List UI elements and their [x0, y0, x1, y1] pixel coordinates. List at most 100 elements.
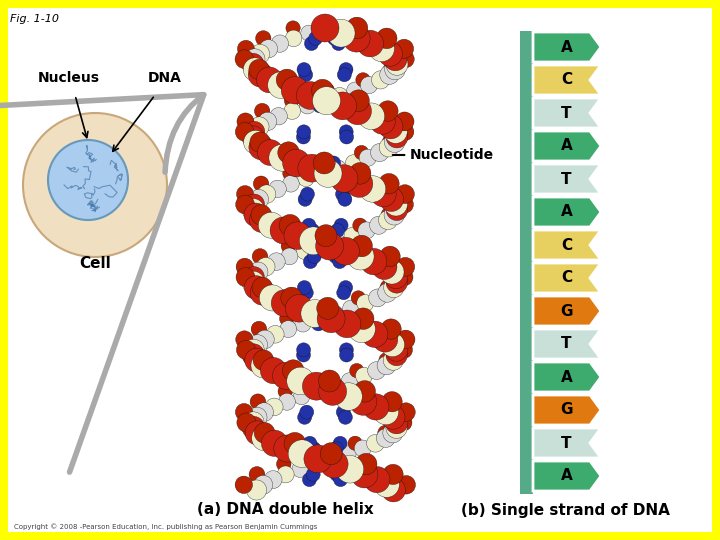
- Circle shape: [301, 25, 317, 41]
- Polygon shape: [533, 296, 601, 326]
- Circle shape: [396, 269, 413, 286]
- Circle shape: [255, 403, 274, 422]
- Circle shape: [396, 196, 413, 213]
- Text: T: T: [562, 172, 572, 186]
- Circle shape: [297, 63, 311, 77]
- Circle shape: [313, 152, 336, 174]
- Circle shape: [316, 312, 330, 326]
- Circle shape: [279, 214, 301, 236]
- Circle shape: [311, 317, 325, 331]
- Circle shape: [297, 410, 312, 424]
- Circle shape: [320, 443, 342, 464]
- Circle shape: [280, 321, 297, 338]
- Circle shape: [334, 218, 348, 232]
- Circle shape: [244, 122, 265, 142]
- Circle shape: [338, 281, 353, 294]
- Circle shape: [383, 62, 399, 77]
- Circle shape: [278, 384, 292, 399]
- Circle shape: [333, 472, 348, 487]
- Circle shape: [366, 434, 384, 452]
- Circle shape: [300, 405, 314, 419]
- Circle shape: [236, 258, 253, 275]
- Circle shape: [357, 30, 384, 57]
- Circle shape: [288, 440, 316, 468]
- Circle shape: [251, 353, 276, 378]
- Circle shape: [264, 471, 282, 489]
- Text: Cell: Cell: [79, 256, 111, 271]
- Circle shape: [382, 478, 405, 502]
- Text: (b) Single strand of DNA: (b) Single strand of DNA: [461, 503, 670, 517]
- Circle shape: [309, 31, 323, 45]
- Circle shape: [307, 442, 320, 455]
- Circle shape: [356, 453, 377, 475]
- Circle shape: [250, 44, 269, 64]
- Circle shape: [238, 40, 254, 57]
- Circle shape: [397, 123, 414, 140]
- Circle shape: [330, 224, 344, 238]
- Circle shape: [356, 367, 372, 384]
- Circle shape: [395, 414, 412, 431]
- Polygon shape: [533, 98, 601, 128]
- Circle shape: [242, 271, 264, 294]
- Polygon shape: [533, 461, 601, 491]
- Circle shape: [298, 171, 314, 187]
- Circle shape: [320, 83, 335, 97]
- Text: Fig. 1-10: Fig. 1-10: [10, 14, 59, 24]
- Text: Copyright © 2008 -Pearson Education, Inc. publishing as Pearson Benjamin Cumming: Copyright © 2008 -Pearson Education, Inc…: [14, 523, 318, 530]
- Circle shape: [256, 67, 282, 93]
- Circle shape: [302, 218, 316, 232]
- Circle shape: [256, 330, 274, 349]
- Polygon shape: [533, 164, 601, 194]
- Circle shape: [298, 192, 312, 206]
- Circle shape: [346, 155, 362, 171]
- Circle shape: [310, 156, 323, 170]
- Circle shape: [299, 68, 312, 82]
- Circle shape: [333, 254, 346, 268]
- Circle shape: [302, 372, 330, 400]
- Circle shape: [378, 426, 393, 441]
- Circle shape: [317, 20, 333, 36]
- Text: T: T: [562, 105, 572, 120]
- Circle shape: [243, 339, 264, 361]
- Circle shape: [297, 348, 310, 362]
- Circle shape: [377, 28, 397, 49]
- Text: A: A: [561, 469, 572, 483]
- Circle shape: [347, 243, 374, 270]
- Circle shape: [340, 130, 354, 144]
- Circle shape: [276, 457, 291, 471]
- Circle shape: [325, 378, 342, 394]
- Circle shape: [368, 362, 385, 380]
- Circle shape: [253, 475, 273, 494]
- Circle shape: [243, 194, 264, 215]
- Circle shape: [314, 159, 342, 187]
- Circle shape: [330, 160, 346, 176]
- Circle shape: [285, 30, 302, 46]
- Circle shape: [381, 319, 401, 339]
- Circle shape: [317, 298, 338, 319]
- Circle shape: [315, 301, 329, 315]
- Circle shape: [249, 135, 274, 160]
- Circle shape: [341, 373, 358, 389]
- Circle shape: [279, 393, 295, 410]
- Circle shape: [372, 71, 390, 89]
- Circle shape: [246, 421, 269, 445]
- Circle shape: [305, 37, 318, 51]
- Circle shape: [287, 367, 315, 395]
- Circle shape: [308, 456, 324, 472]
- Circle shape: [348, 436, 362, 450]
- Circle shape: [333, 310, 361, 338]
- Circle shape: [379, 187, 403, 212]
- Circle shape: [254, 103, 270, 119]
- Circle shape: [377, 101, 398, 122]
- Circle shape: [249, 59, 269, 80]
- Circle shape: [386, 417, 408, 438]
- Circle shape: [315, 232, 343, 260]
- Circle shape: [384, 120, 408, 144]
- Circle shape: [384, 132, 405, 152]
- Circle shape: [312, 99, 327, 113]
- Circle shape: [306, 468, 320, 482]
- Circle shape: [274, 435, 301, 462]
- Circle shape: [350, 388, 377, 415]
- Polygon shape: [533, 395, 601, 425]
- Circle shape: [252, 277, 273, 298]
